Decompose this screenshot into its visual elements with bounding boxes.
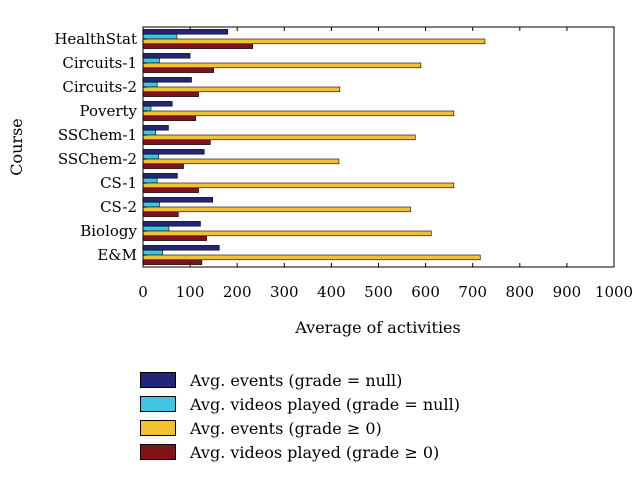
legend-swatch — [140, 420, 176, 436]
bar — [142, 187, 199, 193]
bar — [142, 125, 169, 131]
bar — [142, 230, 432, 237]
bar — [142, 158, 340, 165]
x-tick-label: 400 — [317, 283, 346, 301]
bar — [142, 101, 173, 107]
legend-label: Avg. videos played (grade = null) — [190, 394, 460, 414]
y-tick-label: SSChem-2 — [58, 150, 137, 168]
bar — [142, 153, 159, 160]
bar — [142, 129, 157, 136]
bar — [142, 53, 191, 59]
bar — [142, 149, 205, 155]
legend-item: Avg. videos played (grade = null) — [140, 392, 460, 416]
y-tick-label: SSChem-1 — [58, 126, 137, 144]
bar — [142, 33, 178, 40]
y-tick-label: Circuits-1 — [62, 54, 137, 72]
y-axis-label: Course — [7, 118, 26, 176]
y-tick-label: CS-1 — [100, 174, 137, 192]
bar — [142, 177, 158, 184]
y-tick-label: Circuits-2 — [62, 78, 137, 96]
legend-swatch — [140, 444, 176, 460]
bar — [142, 206, 411, 213]
bar — [142, 86, 341, 93]
x-tick-labels: 0 100 200 300 400 500 600 700 800 900 1000 — [138, 27, 633, 301]
bar — [142, 105, 152, 112]
x-tick-label: 900 — [553, 283, 582, 301]
bar — [142, 62, 422, 69]
x-tick-label: 200 — [223, 283, 252, 301]
bar — [142, 43, 254, 49]
bar — [142, 163, 184, 169]
x-tick-label: 700 — [458, 283, 487, 301]
legend-item: Avg. events (grade = null) — [140, 368, 460, 392]
bar — [142, 197, 214, 203]
y-tick-label: Poverty — [79, 102, 137, 120]
legend-swatch — [140, 396, 176, 412]
bar-chart: HealthStat Circuits-1 Circuits-2 Poverty SSC… — [7, 26, 633, 337]
x-tick-label: 300 — [270, 283, 299, 301]
legend-label: Avg. events (grade ≥ 0) — [190, 418, 382, 438]
x-tick-label: 0 — [138, 283, 148, 301]
bar — [142, 221, 201, 227]
bar — [142, 38, 486, 45]
legend-label: Avg. videos played (grade ≥ 0) — [190, 442, 440, 462]
bar — [142, 245, 220, 251]
y-tick-label: E&M — [97, 246, 137, 264]
bar — [142, 67, 214, 73]
x-tick-label: 500 — [364, 283, 393, 301]
bar — [142, 115, 197, 121]
bar — [142, 235, 207, 241]
legend-swatch — [140, 372, 176, 388]
x-tick-label: 800 — [505, 283, 534, 301]
legend-label: Avg. events (grade = null) — [190, 370, 403, 390]
legend-item: Avg. events (grade ≥ 0) — [140, 416, 460, 440]
legend: Avg. events (grade = null) Avg. videos p… — [140, 368, 460, 464]
bar — [142, 134, 416, 141]
bar — [142, 254, 481, 261]
legend-item: Avg. videos played (grade ≥ 0) — [140, 440, 460, 464]
bar — [142, 182, 455, 189]
bar — [142, 77, 192, 83]
bar — [142, 57, 160, 64]
x-tick-label: 100 — [176, 283, 205, 301]
bar — [142, 173, 178, 179]
bar — [142, 29, 229, 35]
bars-group — [142, 29, 486, 265]
bar — [142, 249, 164, 256]
bar — [142, 139, 211, 145]
bar — [142, 211, 179, 217]
bar — [142, 225, 170, 232]
bar — [142, 91, 199, 97]
bar — [142, 81, 158, 88]
y-tick-label: Biology — [80, 222, 137, 240]
bar — [142, 201, 160, 208]
y-tick-label: CS-2 — [100, 198, 137, 216]
y-tick-label: HealthStat — [54, 30, 137, 48]
y-tick-labels: HealthStat Circuits-1 Circuits-2 Poverty SSC… — [54, 30, 137, 264]
bar — [142, 110, 455, 117]
bar — [142, 259, 203, 265]
x-tick-label: 1000 — [595, 283, 633, 301]
x-axis-label: Average of activities — [294, 318, 460, 337]
x-tick-label: 600 — [411, 283, 440, 301]
